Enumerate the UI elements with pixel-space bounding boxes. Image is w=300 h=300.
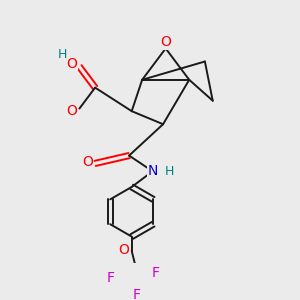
Text: O: O xyxy=(66,57,77,71)
Text: O: O xyxy=(160,35,171,49)
Text: O: O xyxy=(118,243,129,257)
Text: O: O xyxy=(66,104,77,118)
Text: H: H xyxy=(58,49,67,62)
Text: N: N xyxy=(147,164,158,178)
Text: O: O xyxy=(82,155,93,169)
Text: F: F xyxy=(133,288,141,300)
Text: F: F xyxy=(151,266,159,280)
Text: F: F xyxy=(107,272,115,285)
Text: H: H xyxy=(165,165,174,178)
